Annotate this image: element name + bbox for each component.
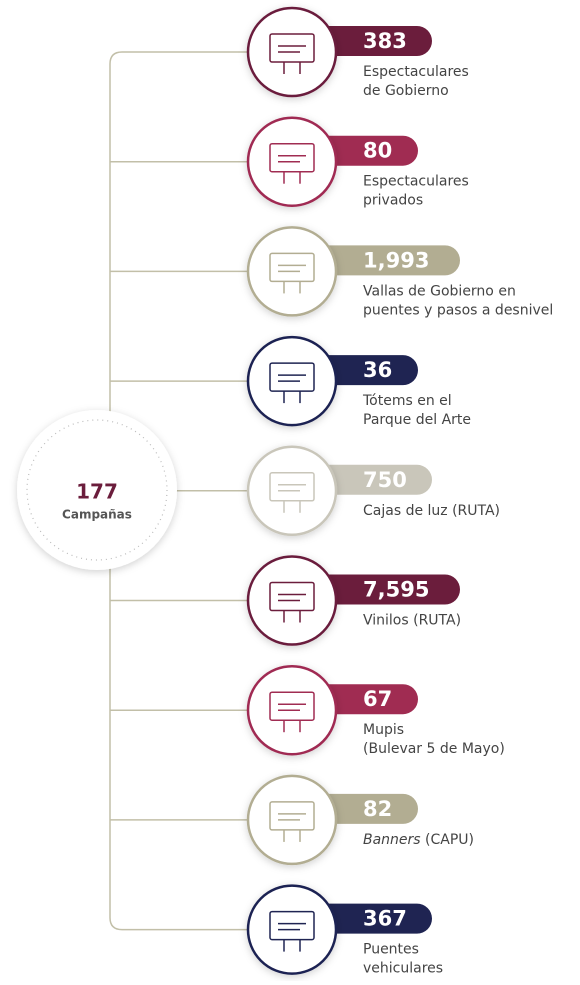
- center-dots: [26, 419, 168, 561]
- icon-shape: [269, 33, 315, 63]
- center-circle: [17, 410, 177, 570]
- number: 7,595: [363, 578, 429, 602]
- icon: [269, 581, 315, 623]
- icon: [269, 910, 315, 952]
- label-italic: Banners: [363, 832, 421, 848]
- icon-shape: [269, 362, 315, 392]
- center-number: 177: [76, 480, 118, 504]
- number: 82: [363, 797, 392, 821]
- item: 82 Banners (CAPU): [246, 774, 474, 866]
- icon: [269, 362, 315, 404]
- center-label: Campañas: [62, 508, 132, 522]
- icon: [269, 691, 315, 733]
- icon: [269, 252, 315, 294]
- label: Parque del Arte: [363, 412, 471, 428]
- label: puentes y pasos a desnivel: [363, 302, 553, 318]
- label: Vinilos (RUTA): [363, 613, 461, 629]
- icon: [269, 801, 315, 842]
- icon-shape: [269, 142, 315, 173]
- item: 1,993 Vallas de Gobierno en puentes y paso…: [246, 226, 553, 318]
- label: Puentes: [363, 942, 419, 958]
- label: (Bulevar 5 de Mayo): [363, 741, 505, 757]
- label: Espectaculares: [363, 64, 469, 80]
- label: Tótems en el: [362, 393, 452, 409]
- item: 80 Espectaculares privados: [246, 116, 469, 209]
- item: 36 Tótems en el Parque del Arte: [246, 335, 471, 428]
- number: 383: [363, 29, 407, 53]
- label: Espectaculares: [363, 174, 469, 190]
- label: Banners (CAPU): [363, 832, 474, 848]
- item: 7,595 Vinilos (RUTA): [246, 555, 461, 646]
- number: 67: [363, 687, 392, 711]
- items: 383 Espectaculares de Gobierno 80 Espectacul…: [246, 6, 553, 977]
- item: 367 Puentes vehiculares: [246, 884, 443, 977]
- item: 750 Cajas de luz (RUTA): [246, 445, 500, 537]
- label: Mupis: [363, 722, 404, 738]
- label: de Gobierno: [363, 83, 449, 99]
- number: 750: [363, 468, 407, 492]
- label: Cajas de luz (RUTA): [363, 503, 500, 519]
- icon-shape: [269, 252, 315, 283]
- label: vehiculares: [363, 961, 443, 977]
- icon-shape: [269, 801, 315, 831]
- item: 67 Mupis (Bulevar 5 de Mayo): [246, 664, 505, 757]
- number: 80: [363, 139, 392, 163]
- number: 36: [363, 358, 392, 382]
- icon-shape: [269, 910, 315, 941]
- icon-shape: [269, 472, 315, 502]
- icon: [269, 472, 315, 513]
- number: 1,993: [363, 248, 429, 272]
- label: Vallas de Gobierno en: [363, 283, 516, 299]
- label-rest: (CAPU): [421, 832, 474, 848]
- icon-shape: [269, 691, 315, 721]
- icon: [269, 142, 315, 184]
- center-node: 177 Campañas: [17, 410, 177, 570]
- label: privados: [363, 193, 423, 209]
- number: 367: [363, 907, 407, 931]
- item: 383 Espectaculares de Gobierno: [246, 6, 469, 99]
- icon-shape: [269, 581, 315, 612]
- icon: [269, 33, 315, 74]
